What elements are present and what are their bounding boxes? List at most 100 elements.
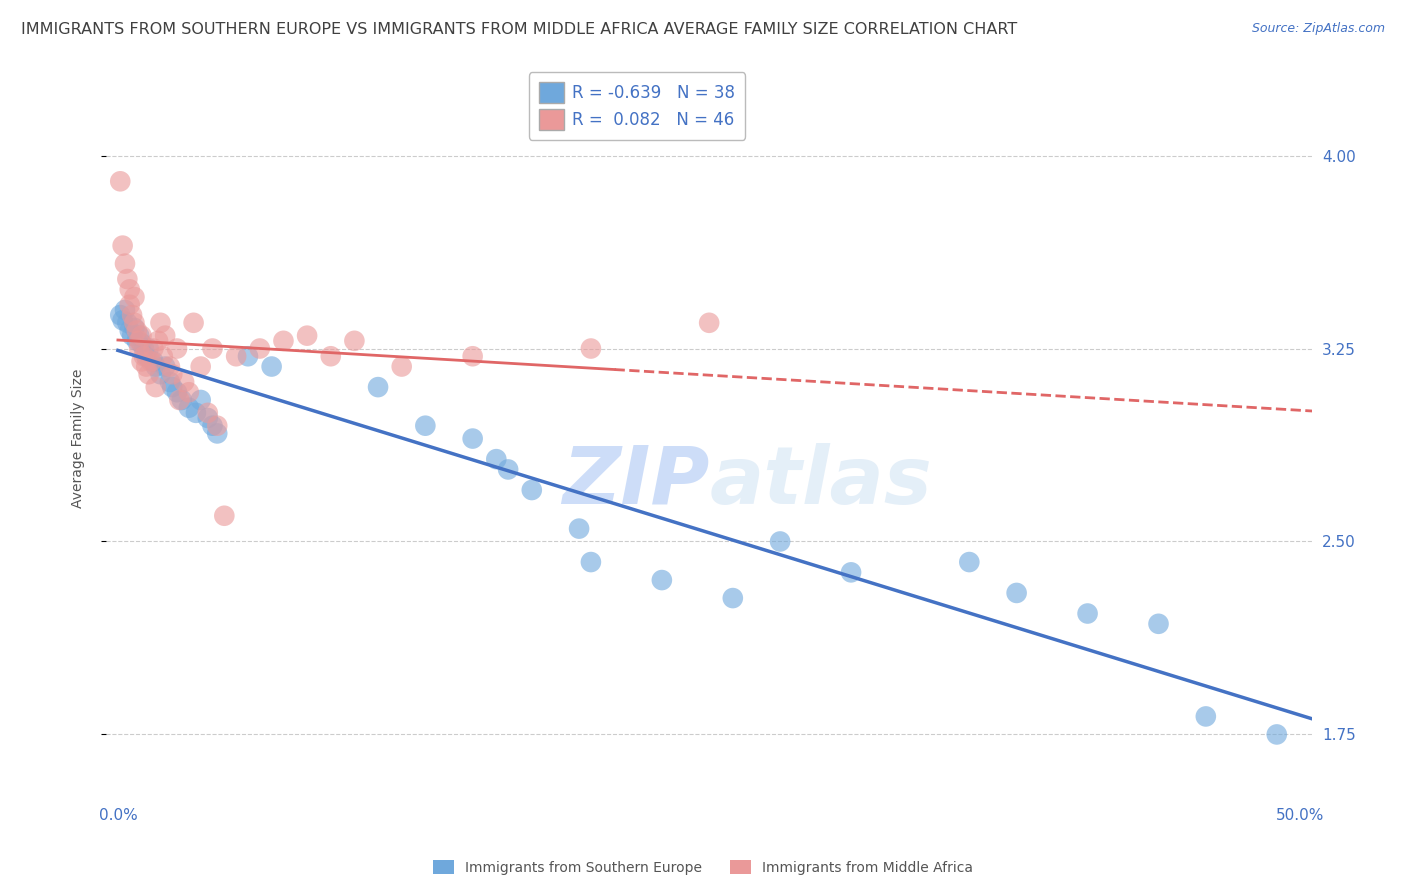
Point — [391, 359, 413, 374]
Point — [159, 375, 181, 389]
Point — [260, 359, 283, 374]
Point — [162, 368, 184, 382]
Point — [124, 316, 146, 330]
Point — [139, 354, 162, 368]
Point — [461, 432, 484, 446]
Point — [135, 359, 157, 374]
Point — [236, 349, 259, 363]
Point — [146, 334, 169, 348]
Point — [125, 334, 148, 348]
Point — [1147, 616, 1170, 631]
Legend: R = -0.639   N = 38, R =  0.082   N = 46: R = -0.639 N = 38, R = 0.082 N = 46 — [529, 72, 745, 140]
Point — [568, 522, 591, 536]
Point — [579, 555, 602, 569]
Point — [121, 328, 143, 343]
Point — [128, 342, 150, 356]
Point — [173, 375, 195, 389]
Point — [131, 336, 153, 351]
Point — [145, 380, 167, 394]
Point — [170, 392, 193, 407]
Point — [184, 406, 207, 420]
Point — [138, 342, 160, 356]
Point — [225, 349, 247, 363]
Point — [1005, 586, 1028, 600]
Point — [153, 328, 176, 343]
Point — [461, 349, 484, 363]
Point — [138, 368, 160, 382]
Point — [118, 298, 141, 312]
Point — [121, 308, 143, 322]
Point — [128, 334, 150, 348]
Point — [201, 418, 224, 433]
Point — [207, 418, 229, 433]
Point — [132, 342, 155, 356]
Point — [117, 272, 139, 286]
Point — [131, 354, 153, 368]
Point — [1265, 727, 1288, 741]
Point — [1077, 607, 1099, 621]
Text: ZIP: ZIP — [562, 442, 709, 521]
Point — [114, 257, 136, 271]
Point — [145, 359, 167, 374]
Point — [579, 342, 602, 356]
Point — [697, 316, 720, 330]
Point — [131, 328, 153, 343]
Point — [520, 483, 543, 497]
Point — [142, 342, 165, 356]
Point — [485, 452, 508, 467]
Point — [769, 534, 792, 549]
Point — [273, 334, 295, 348]
Point — [177, 401, 200, 415]
Point — [214, 508, 236, 523]
Point — [957, 555, 980, 569]
Point — [149, 316, 172, 330]
Point — [651, 573, 673, 587]
Y-axis label: Average Family Size: Average Family Size — [72, 369, 86, 508]
Point — [124, 321, 146, 335]
Point — [149, 368, 172, 382]
Point — [142, 354, 165, 368]
Point — [367, 380, 389, 394]
Text: Source: ZipAtlas.com: Source: ZipAtlas.com — [1251, 22, 1385, 36]
Point — [415, 418, 437, 433]
Point — [132, 349, 155, 363]
Point — [162, 380, 184, 394]
Point — [201, 342, 224, 356]
Point — [118, 324, 141, 338]
Point — [183, 316, 205, 330]
Point — [496, 462, 519, 476]
Point — [295, 328, 318, 343]
Point — [111, 238, 134, 252]
Point — [114, 302, 136, 317]
Point — [190, 359, 212, 374]
Text: IMMIGRANTS FROM SOUTHERN EUROPE VS IMMIGRANTS FROM MIDDLE AFRICA AVERAGE FAMILY : IMMIGRANTS FROM SOUTHERN EUROPE VS IMMIG… — [21, 22, 1018, 37]
Point — [124, 290, 146, 304]
Point — [249, 342, 271, 356]
Point — [110, 308, 132, 322]
Point — [839, 566, 862, 580]
Point — [153, 359, 176, 374]
Point — [117, 316, 139, 330]
Legend: Immigrants from Southern Europe, Immigrants from Middle Africa: Immigrants from Southern Europe, Immigra… — [427, 855, 979, 880]
Point — [721, 591, 744, 605]
Point — [110, 174, 132, 188]
Point — [135, 349, 157, 363]
Point — [197, 411, 219, 425]
Point — [125, 324, 148, 338]
Point — [118, 282, 141, 296]
Point — [128, 328, 150, 343]
Point — [207, 426, 229, 441]
Point — [1195, 709, 1218, 723]
Point — [111, 313, 134, 327]
Point — [177, 385, 200, 400]
Point — [166, 342, 188, 356]
Point — [343, 334, 366, 348]
Point — [152, 349, 174, 363]
Point — [159, 359, 181, 374]
Text: atlas: atlas — [709, 442, 932, 521]
Point — [190, 392, 212, 407]
Point — [319, 349, 342, 363]
Point — [197, 406, 219, 420]
Point — [169, 392, 191, 407]
Point — [166, 385, 188, 400]
